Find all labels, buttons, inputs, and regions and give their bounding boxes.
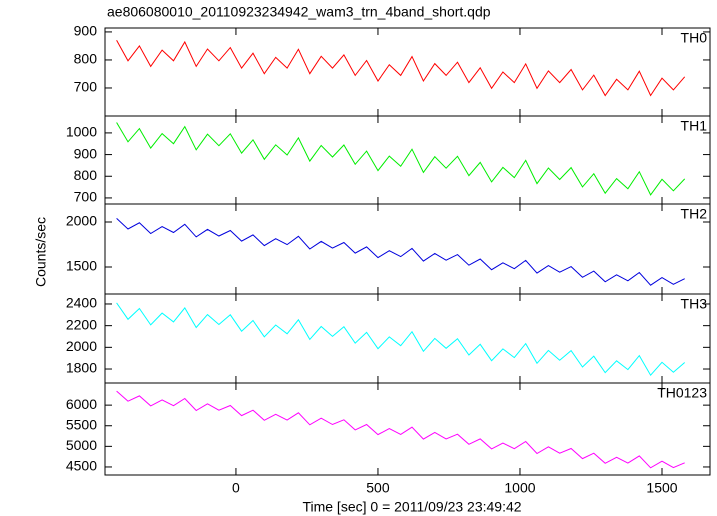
y-tick-label: 700 [74, 79, 98, 95]
series-label: TH3 [681, 296, 708, 312]
y-tick-label: 900 [74, 23, 98, 39]
chart-title: ae806080010_20110923234942_wam3_trn_4ban… [107, 4, 491, 20]
y-tick-label: 2200 [66, 316, 97, 332]
data-line [116, 122, 686, 196]
panel-frame [104, 382, 711, 476]
x-axis-label: Time [sec] 0 = 2011/09/23 23:49:42 [302, 499, 521, 515]
data-line [116, 218, 685, 286]
x-tick-label: 500 [366, 480, 390, 496]
x-tick-label: 1500 [646, 480, 677, 496]
y-tick-label: 800 [74, 167, 98, 183]
y-tick-label: 5000 [66, 437, 97, 453]
y-tick-label: 700 [74, 189, 98, 205]
data-line [116, 390, 685, 469]
panel-frame [104, 203, 711, 295]
series-label: TH2 [681, 206, 708, 222]
data-line [116, 302, 686, 377]
y-tick-label: 800 [74, 51, 98, 67]
y-tick-label: 6000 [66, 396, 97, 412]
x-tick-label: 1000 [504, 480, 535, 496]
series-label: TH0123 [657, 385, 707, 401]
y-axis-label: Counts/sec [33, 217, 49, 287]
panel-frame [104, 293, 711, 384]
x-tick-label: 0 [232, 480, 240, 496]
series-label: TH1 [681, 118, 708, 134]
y-tick-label: 5500 [66, 416, 97, 432]
panel-frame [104, 27, 711, 117]
y-tick-label: 900 [74, 145, 98, 161]
y-tick-label: 4500 [66, 458, 97, 474]
y-tick-label: 1500 [66, 258, 97, 274]
y-tick-label: 1000 [66, 124, 97, 140]
data-line [116, 40, 686, 97]
y-tick-label: 1800 [66, 360, 97, 376]
y-tick-label: 2400 [66, 295, 97, 311]
series-label: TH0 [681, 30, 708, 46]
y-tick-label: 2000 [66, 338, 97, 354]
y-tick-label: 2000 [66, 213, 97, 229]
panel-frame [104, 115, 711, 205]
